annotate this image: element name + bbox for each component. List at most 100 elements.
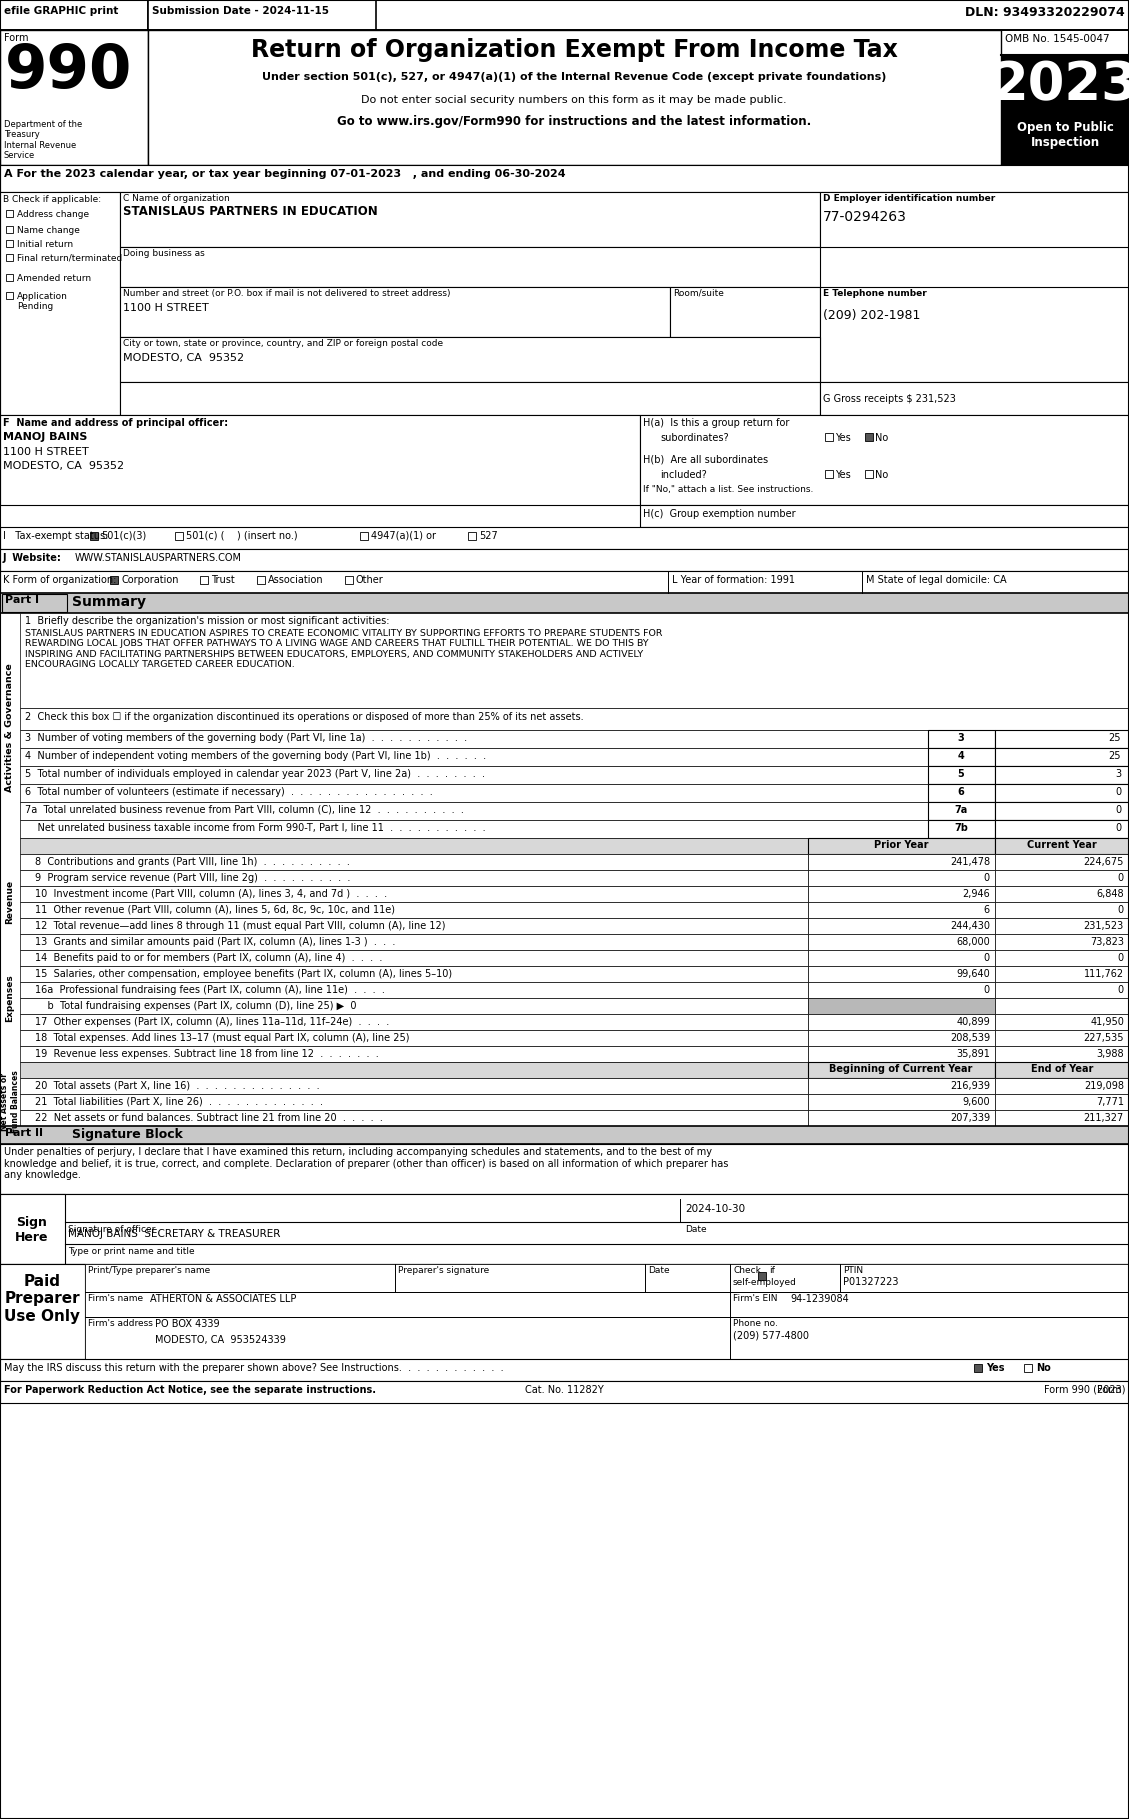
Bar	[0, 1264, 1129, 1359]
Text: 12  Total revenue—add lines 8 through 11 (must equal Part VIII, column (A), line: 12 Total revenue—add lines 8 through 11 …	[35, 920, 446, 931]
Text: M State of legal domicile: CA: M State of legal domicile: CA	[866, 575, 1007, 586]
Bar	[995, 933, 1129, 950]
Text: 9,600: 9,600	[962, 1097, 990, 1108]
Bar	[1024, 1364, 1032, 1372]
Bar	[995, 950, 1129, 966]
Bar	[995, 1110, 1129, 1126]
Text: J  Website:: J Website:	[3, 553, 62, 564]
Bar	[758, 1271, 765, 1281]
Text: PO BOX 4339: PO BOX 4339	[155, 1319, 220, 1330]
Text: 2024-10-30: 2024-10-30	[685, 1204, 745, 1213]
Bar	[257, 577, 265, 584]
Text: 3  Number of voting members of the governing body (Part VI, line 1a)  .  .  .  .: 3 Number of voting members of the govern…	[25, 733, 467, 742]
Text: 0: 0	[983, 986, 990, 995]
Text: P01327223: P01327223	[843, 1277, 899, 1288]
Text: Initial return: Initial return	[17, 240, 73, 249]
Text: 5: 5	[957, 769, 964, 779]
Bar	[995, 853, 1129, 869]
Bar	[0, 193, 120, 415]
Text: Preparer's signature: Preparer's signature	[399, 1266, 489, 1275]
Bar	[20, 729, 1129, 748]
Bar	[20, 1110, 808, 1126]
Text: 2,946: 2,946	[962, 889, 990, 899]
Text: Prior Year: Prior Year	[874, 840, 928, 849]
Text: H(b)  Are all subordinates: H(b) Are all subordinates	[644, 455, 768, 466]
Bar	[20, 950, 808, 966]
Bar	[995, 748, 1129, 766]
Text: subordinates?: subordinates?	[660, 433, 728, 444]
Text: 77-0294263: 77-0294263	[823, 209, 907, 224]
Text: Submission Date - 2024-11-15: Submission Date - 2024-11-15	[152, 5, 329, 16]
Bar	[995, 869, 1129, 886]
Text: Expenses: Expenses	[6, 975, 15, 1022]
Text: DLN: 93493320229074: DLN: 93493320229074	[965, 5, 1124, 18]
Text: 3: 3	[1114, 769, 1121, 779]
Bar	[808, 853, 995, 869]
Text: Date: Date	[685, 1224, 707, 1233]
Bar	[808, 1062, 995, 1079]
Text: Association: Association	[268, 575, 324, 586]
Bar	[808, 982, 995, 999]
Text: Activities & Governance: Activities & Governance	[6, 664, 15, 793]
Bar	[928, 784, 995, 802]
Text: PTIN: PTIN	[843, 1266, 864, 1275]
Text: 10  Investment income (Part VIII, column (A), lines 3, 4, and 7d )  .  .  .  .: 10 Investment income (Part VIII, column …	[35, 889, 387, 899]
Bar	[0, 1359, 1129, 1381]
Text: included?: included?	[660, 469, 707, 480]
Bar	[995, 902, 1129, 919]
Bar	[20, 869, 808, 886]
Bar	[995, 839, 1129, 853]
Text: 231,523: 231,523	[1084, 920, 1124, 931]
Text: For Paperwork Reduction Act Notice, see the separate instructions.: For Paperwork Reduction Act Notice, see …	[5, 1384, 376, 1395]
Text: 990: 990	[5, 42, 132, 102]
Text: D Employer identification number: D Employer identification number	[823, 195, 996, 204]
Text: Doing business as: Doing business as	[123, 249, 204, 258]
Bar	[6, 293, 14, 298]
Text: 0: 0	[1118, 873, 1124, 882]
Bar	[825, 433, 833, 440]
Bar	[120, 287, 669, 337]
Bar	[808, 1093, 995, 1110]
Text: 2023: 2023	[991, 58, 1129, 111]
Text: (209) 577-4800: (209) 577-4800	[733, 1332, 809, 1341]
Bar	[20, 966, 808, 982]
Text: 6  Total number of volunteers (estimate if necessary)  .  .  .  .  .  .  .  .  .: 6 Total number of volunteers (estimate i…	[25, 788, 432, 797]
Text: Yes: Yes	[835, 469, 851, 480]
Text: 13  Grants and similar amounts paid (Part IX, column (A), lines 1-3 )  .  .  .: 13 Grants and similar amounts paid (Part…	[35, 937, 395, 948]
Text: Firm's EIN: Firm's EIN	[733, 1293, 778, 1302]
Text: 20  Total assets (Part X, line 16)  .  .  .  .  .  .  .  .  .  .  .  .  .  .: 20 Total assets (Part X, line 16) . . . …	[35, 1080, 320, 1091]
Bar	[0, 593, 1129, 613]
Bar	[20, 839, 808, 853]
Text: H(c)  Group exemption number: H(c) Group exemption number	[644, 509, 796, 518]
Text: 5  Total number of individuals employed in calendar year 2023 (Part V, line 2a) : 5 Total number of individuals employed i…	[25, 769, 485, 779]
Bar	[20, 1079, 808, 1093]
Text: C Name of organization: C Name of organization	[123, 195, 229, 204]
Bar	[995, 766, 1129, 784]
Text: Final return/terminated: Final return/terminated	[17, 255, 122, 264]
Text: 3,988: 3,988	[1096, 1050, 1124, 1059]
Bar	[175, 531, 183, 540]
Bar	[995, 1030, 1129, 1046]
Bar	[6, 255, 14, 260]
Text: 224,675: 224,675	[1084, 857, 1124, 868]
Bar	[865, 469, 873, 478]
Bar	[0, 0, 148, 29]
Bar	[995, 886, 1129, 902]
Text: 216,939: 216,939	[949, 1080, 990, 1091]
Bar	[110, 577, 119, 584]
Bar	[20, 1093, 808, 1110]
Text: 0: 0	[1118, 953, 1124, 962]
Text: 0: 0	[983, 873, 990, 882]
Text: 0: 0	[1118, 906, 1124, 915]
Text: 40,899: 40,899	[956, 1017, 990, 1028]
Text: Signature Block: Signature Block	[72, 1128, 183, 1141]
Text: Beginning of Current Year: Beginning of Current Year	[830, 1064, 973, 1073]
Text: Summary: Summary	[72, 595, 146, 609]
Bar	[820, 287, 1129, 382]
Text: Other: Other	[356, 575, 384, 586]
Text: MODESTO, CA  95352: MODESTO, CA 95352	[123, 353, 244, 364]
Bar	[20, 820, 1129, 839]
Text: 18  Total expenses. Add lines 13–17 (must equal Part IX, column (A), line 25): 18 Total expenses. Add lines 13–17 (must…	[35, 1033, 410, 1042]
Bar	[808, 933, 995, 950]
Text: 4: 4	[957, 751, 964, 760]
